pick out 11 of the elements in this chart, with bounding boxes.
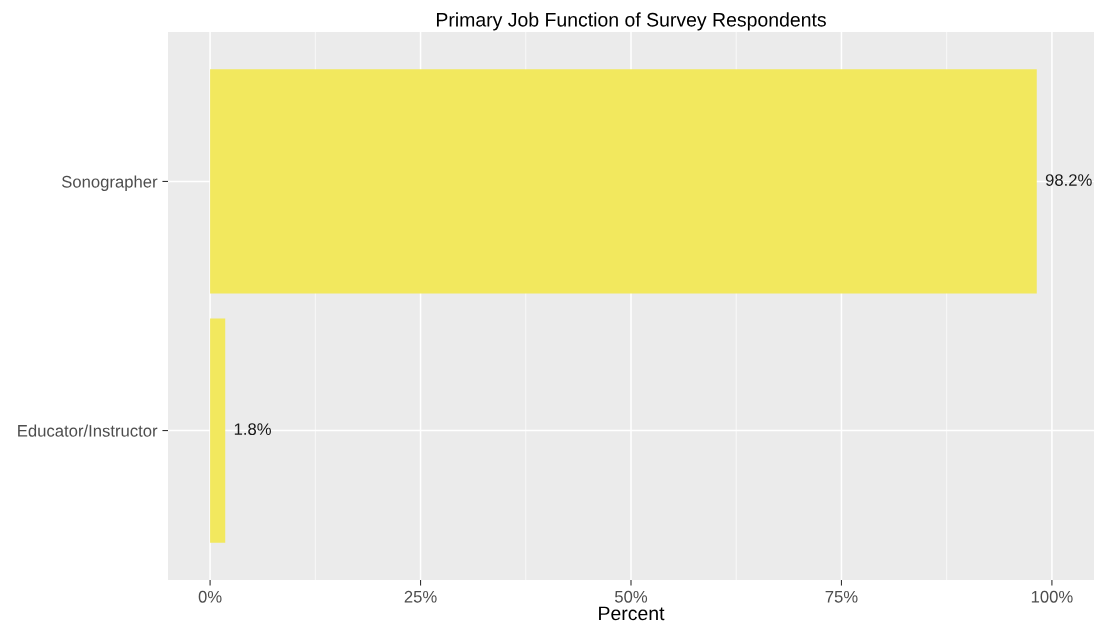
x-tick-label: 25% <box>404 590 437 603</box>
x-tick-label: 75% <box>825 590 858 603</box>
chart-title: Primary Job Function of Survey Respondents <box>436 12 826 31</box>
y-tick-label: Sonographer <box>61 175 158 191</box>
x-tick-label: 50% <box>614 590 648 603</box>
y-tick-label: Educator/Instructor <box>18 424 158 437</box>
x-tick-label: 100% <box>1031 590 1073 603</box>
x-tick-label: 0% <box>198 590 222 603</box>
data-label: 98.2% <box>1045 174 1092 186</box>
data-label: 1.8% <box>234 423 271 436</box>
x-axis-title: Percent <box>599 606 665 621</box>
